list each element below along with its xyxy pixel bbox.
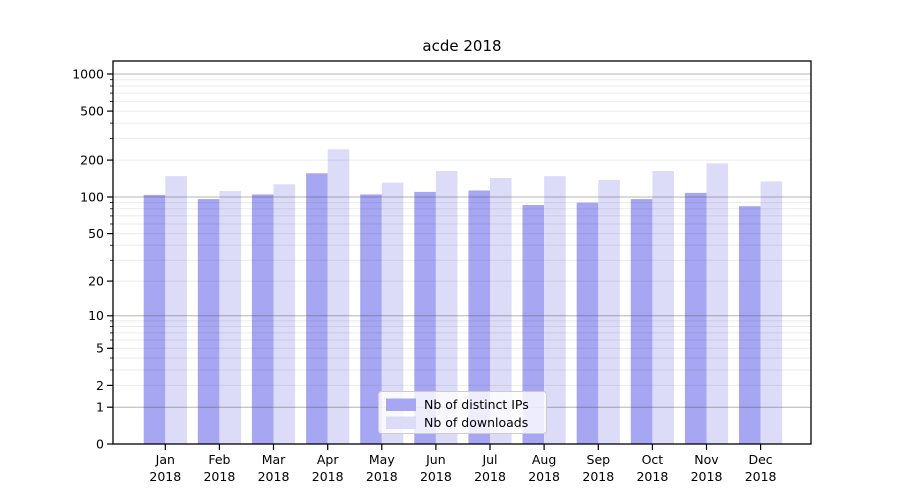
chart-title: acde 2018 bbox=[422, 37, 501, 55]
y-tick-label: 0 bbox=[96, 436, 104, 451]
bar-downloads-nov bbox=[706, 163, 729, 444]
legend-swatch-downloads bbox=[386, 416, 416, 429]
bar-distinct-ips-jul bbox=[468, 190, 490, 444]
bar-downloads-oct bbox=[652, 171, 674, 444]
axes-layer bbox=[107, 60, 812, 450]
tick-labels-layer: 0 1 2 5 10 20 50 100 200 500 1000 Jan 2018 Feb 2018 Mar… bbox=[72, 66, 776, 484]
gridlines-layer bbox=[113, 73, 811, 408]
bar-distinct-ips-may bbox=[360, 194, 382, 444]
bars-layer bbox=[143, 149, 783, 445]
bar-downloads-sep bbox=[598, 179, 620, 444]
bar-downloads-aug bbox=[544, 176, 566, 444]
y-tick-label: 1 bbox=[96, 400, 104, 415]
legend-label-distinct-ips: Nb of distinct IPs bbox=[424, 397, 529, 412]
legend-label-downloads: Nb of downloads bbox=[424, 415, 528, 430]
y-tick-label: 200 bbox=[80, 153, 104, 168]
bar-downloads-may bbox=[381, 182, 404, 444]
bar-downloads-jan bbox=[165, 176, 187, 444]
y-tick-label: 500 bbox=[80, 104, 104, 119]
bar-distinct-ips-apr bbox=[306, 173, 328, 445]
bar-downloads-jun bbox=[435, 171, 458, 444]
bar-distinct-ips-nov bbox=[684, 192, 707, 444]
y-tick-label: 50 bbox=[88, 226, 104, 241]
plot-border bbox=[112, 60, 812, 445]
x-tick-label-mar: Mar 2018 bbox=[258, 452, 290, 484]
bar-distinct-ips-jun bbox=[414, 191, 436, 444]
x-tick-label-aug: Aug 2018 bbox=[528, 452, 560, 484]
x-tick-label-may: May 2018 bbox=[366, 452, 398, 484]
y-tick-label: 5 bbox=[96, 341, 104, 356]
x-tick-label-feb: Feb 2018 bbox=[203, 452, 235, 484]
bar-distinct-ips-sep bbox=[576, 202, 599, 444]
y-tick-label: 2 bbox=[96, 378, 104, 393]
y-tick-label: 20 bbox=[88, 274, 104, 289]
bar-distinct-ips-dec bbox=[739, 206, 761, 444]
y-tick-label: 1000 bbox=[72, 66, 104, 81]
x-tick-label-oct: Oct 2018 bbox=[636, 452, 668, 484]
bar-downloads-mar bbox=[273, 184, 296, 445]
x-tick-label-nov: Nov 2018 bbox=[691, 452, 723, 484]
bar-downloads-dec bbox=[760, 181, 783, 444]
bar-distinct-ips-aug bbox=[522, 205, 545, 444]
bar-downloads-feb bbox=[219, 191, 241, 444]
y-tick-label: 100 bbox=[80, 189, 104, 204]
legend: Nb of distinct IPs Nb of downloads bbox=[378, 391, 547, 434]
x-tick-label-apr: Apr 2018 bbox=[312, 452, 344, 484]
bar-downloads-jul bbox=[490, 178, 512, 444]
bar-downloads-apr bbox=[327, 149, 350, 445]
bar-distinct-ips-jan bbox=[143, 194, 166, 444]
legend-box bbox=[378, 391, 547, 434]
bar-distinct-ips-feb bbox=[197, 199, 220, 444]
x-tick-label-dec: Dec 2018 bbox=[745, 452, 777, 484]
y-tick-label: 10 bbox=[88, 308, 104, 323]
x-tick-label-jul: Jul 2018 bbox=[474, 452, 506, 484]
bar-distinct-ips-oct bbox=[630, 199, 653, 444]
bar-distinct-ips-mar bbox=[251, 194, 274, 444]
x-tick-label-jun: Jun 2018 bbox=[420, 452, 452, 484]
legend-swatch-distinct-ips bbox=[386, 398, 416, 411]
x-tick-label-jan: Jan 2018 bbox=[149, 452, 181, 484]
x-tick-label-sep: Sep 2018 bbox=[582, 452, 614, 484]
